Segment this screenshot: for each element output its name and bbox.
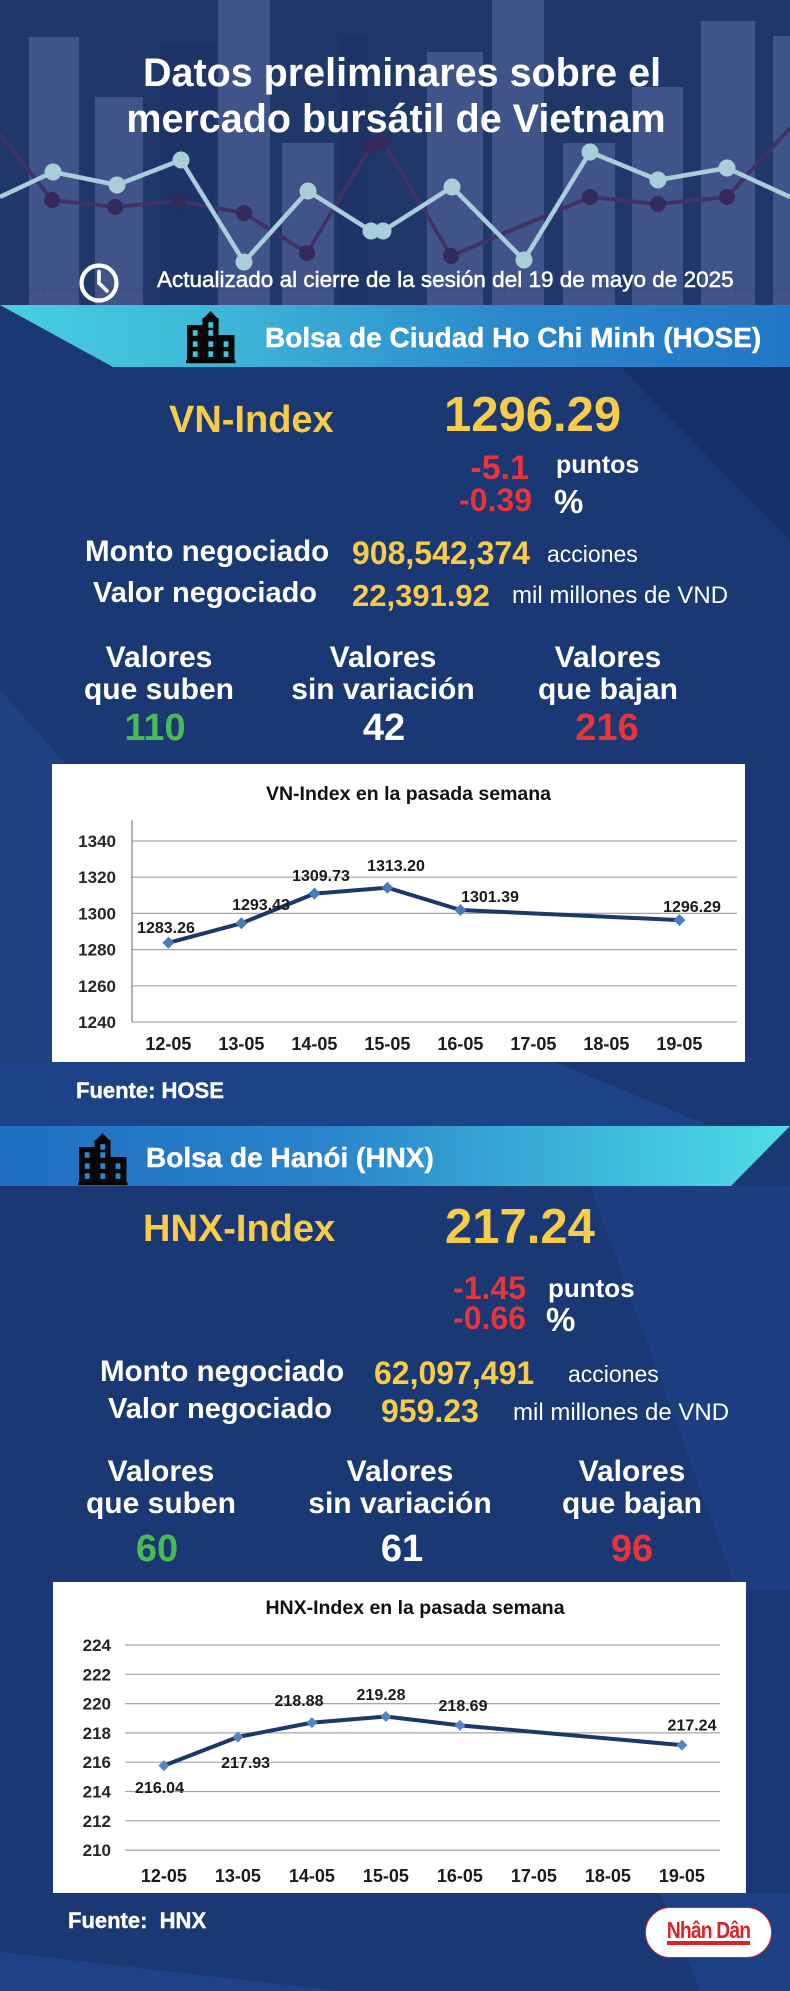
svg-text:1296.29: 1296.29 xyxy=(663,899,721,916)
svg-text:1340: 1340 xyxy=(78,832,116,851)
svg-text:1313.20: 1313.20 xyxy=(367,858,425,875)
svg-text:13-05: 13-05 xyxy=(215,1866,261,1886)
svg-text:1300: 1300 xyxy=(78,904,116,923)
svg-text:218.88: 218.88 xyxy=(275,1693,324,1710)
svg-text:15-05: 15-05 xyxy=(363,1866,409,1886)
svg-text:218.69: 218.69 xyxy=(439,1698,488,1715)
svg-text:18-05: 18-05 xyxy=(585,1866,631,1886)
svg-text:214: 214 xyxy=(83,1783,112,1802)
svg-text:212: 212 xyxy=(83,1812,111,1831)
svg-text:19-05: 19-05 xyxy=(659,1866,705,1886)
svg-text:18-05: 18-05 xyxy=(583,1034,629,1054)
svg-text:216: 216 xyxy=(83,1753,111,1772)
svg-text:19-05: 19-05 xyxy=(656,1034,702,1054)
svg-text:16-05: 16-05 xyxy=(437,1034,483,1054)
svg-text:220: 220 xyxy=(83,1695,111,1714)
svg-text:1293.43: 1293.43 xyxy=(232,897,290,914)
svg-text:12-05: 12-05 xyxy=(145,1034,191,1054)
svg-text:222: 222 xyxy=(83,1665,111,1684)
svg-text:1240: 1240 xyxy=(78,1013,116,1032)
svg-text:12-05: 12-05 xyxy=(141,1866,187,1886)
svg-text:17-05: 17-05 xyxy=(510,1034,556,1054)
svg-text:1309.73: 1309.73 xyxy=(292,868,350,885)
svg-text:VN-Index en la pasada semana: VN-Index en la pasada semana xyxy=(266,783,551,805)
svg-text:217.24: 217.24 xyxy=(668,1718,717,1735)
svg-text:16-05: 16-05 xyxy=(437,1866,483,1886)
svg-text:219.28: 219.28 xyxy=(357,1687,406,1704)
svg-text:224: 224 xyxy=(83,1636,112,1655)
svg-text:14-05: 14-05 xyxy=(291,1034,337,1054)
svg-text:14-05: 14-05 xyxy=(289,1866,335,1886)
svg-text:1320: 1320 xyxy=(78,868,116,887)
svg-text:HNX-Index en la pasada semana: HNX-Index en la pasada semana xyxy=(265,1597,564,1619)
svg-text:1301.39: 1301.39 xyxy=(461,889,519,906)
svg-text:210: 210 xyxy=(83,1841,111,1860)
svg-text:217.93: 217.93 xyxy=(221,1755,270,1772)
svg-text:216.04: 216.04 xyxy=(135,1780,184,1797)
svg-text:218: 218 xyxy=(83,1724,111,1743)
svg-text:13-05: 13-05 xyxy=(218,1034,264,1054)
svg-text:15-05: 15-05 xyxy=(364,1034,410,1054)
svg-text:17-05: 17-05 xyxy=(511,1866,557,1886)
svg-text:1280: 1280 xyxy=(78,941,116,960)
svg-text:1260: 1260 xyxy=(78,977,116,996)
svg-text:1283.26: 1283.26 xyxy=(137,920,195,937)
